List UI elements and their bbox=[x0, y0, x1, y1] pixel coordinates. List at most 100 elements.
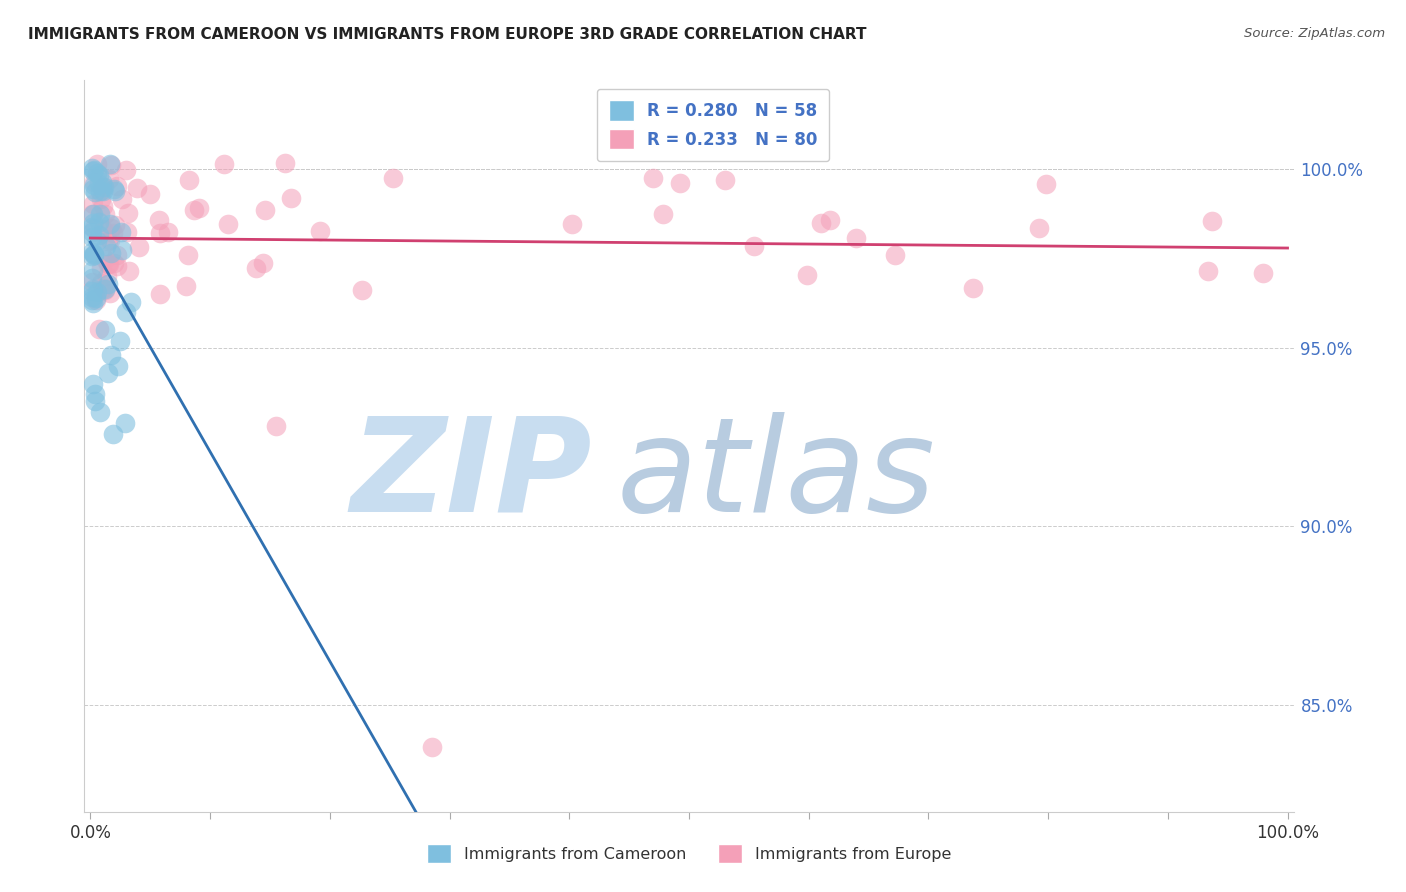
Point bbox=[84, 291, 107, 305]
Point bbox=[845, 231, 868, 245]
Point bbox=[669, 176, 692, 190]
Point bbox=[114, 416, 136, 430]
Point bbox=[80, 225, 103, 239]
Point bbox=[212, 157, 235, 171]
Point bbox=[86, 235, 108, 249]
Point bbox=[80, 284, 103, 298]
Point bbox=[83, 248, 105, 262]
Point bbox=[105, 248, 128, 262]
Point bbox=[82, 282, 104, 296]
Point bbox=[139, 186, 162, 201]
Point bbox=[253, 203, 276, 218]
Point bbox=[86, 157, 108, 171]
Point bbox=[118, 264, 141, 278]
Point bbox=[82, 376, 104, 391]
Point bbox=[89, 405, 111, 419]
Point bbox=[91, 199, 114, 213]
Point bbox=[107, 359, 129, 373]
Point bbox=[82, 293, 104, 307]
Point bbox=[97, 257, 120, 271]
Point bbox=[641, 170, 664, 185]
Point bbox=[114, 305, 136, 319]
Point bbox=[91, 183, 114, 197]
Point bbox=[148, 287, 170, 301]
Point bbox=[177, 248, 200, 262]
Point bbox=[1028, 220, 1050, 235]
Point bbox=[80, 271, 103, 285]
Point bbox=[94, 239, 117, 253]
Point bbox=[264, 419, 287, 434]
Point bbox=[87, 322, 110, 336]
Point bbox=[103, 227, 125, 241]
Point bbox=[82, 216, 104, 230]
Point bbox=[103, 426, 125, 441]
Point bbox=[100, 158, 122, 172]
Point bbox=[148, 213, 170, 227]
Point bbox=[94, 323, 117, 337]
Point bbox=[83, 178, 105, 192]
Point bbox=[179, 173, 201, 187]
Point bbox=[103, 182, 125, 196]
Text: IMMIGRANTS FROM CAMEROON VS IMMIGRANTS FROM EUROPE 3RD GRADE CORRELATION CHART: IMMIGRANTS FROM CAMEROON VS IMMIGRANTS F… bbox=[28, 27, 866, 42]
Point bbox=[80, 249, 103, 263]
Point bbox=[187, 201, 209, 215]
Point bbox=[90, 175, 112, 189]
Point bbox=[105, 179, 128, 194]
Point bbox=[98, 157, 121, 171]
Point bbox=[83, 387, 105, 401]
Point bbox=[111, 244, 134, 258]
Point bbox=[82, 181, 104, 195]
Point bbox=[90, 192, 112, 206]
Point bbox=[100, 246, 122, 260]
Point bbox=[114, 163, 136, 178]
Point bbox=[82, 197, 104, 211]
Point bbox=[80, 275, 103, 289]
Point bbox=[884, 248, 907, 262]
Point bbox=[91, 180, 114, 194]
Point bbox=[91, 222, 114, 236]
Point bbox=[97, 366, 120, 380]
Point bbox=[115, 225, 138, 239]
Point bbox=[97, 171, 120, 186]
Point bbox=[420, 740, 443, 755]
Point bbox=[280, 191, 302, 205]
Point bbox=[217, 218, 239, 232]
Point bbox=[80, 290, 103, 304]
Point bbox=[97, 234, 120, 248]
Point bbox=[381, 171, 404, 186]
Point bbox=[962, 281, 984, 295]
Point bbox=[1035, 178, 1057, 192]
Point bbox=[82, 263, 104, 277]
Point bbox=[90, 261, 112, 276]
Point bbox=[80, 207, 103, 221]
Point bbox=[149, 226, 172, 240]
Point bbox=[796, 268, 818, 282]
Point bbox=[742, 239, 765, 253]
Point bbox=[810, 215, 832, 229]
Point bbox=[94, 282, 117, 296]
Text: ZIP: ZIP bbox=[350, 412, 592, 539]
Point bbox=[1197, 264, 1219, 278]
Point bbox=[89, 168, 111, 182]
Point bbox=[86, 166, 108, 180]
Point bbox=[82, 296, 104, 310]
Point bbox=[100, 221, 122, 235]
Point bbox=[1201, 214, 1223, 228]
Point bbox=[94, 252, 117, 266]
Point bbox=[93, 180, 115, 194]
Text: atlas: atlas bbox=[616, 412, 935, 539]
Point bbox=[94, 283, 117, 297]
Point bbox=[94, 207, 117, 221]
Point bbox=[87, 227, 110, 242]
Point bbox=[245, 260, 267, 275]
Point bbox=[107, 259, 129, 273]
Point bbox=[89, 207, 111, 221]
Point bbox=[274, 155, 297, 169]
Text: Source: ZipAtlas.com: Source: ZipAtlas.com bbox=[1244, 27, 1385, 40]
Point bbox=[80, 229, 103, 244]
Point bbox=[561, 218, 583, 232]
Point bbox=[83, 246, 105, 260]
Point bbox=[818, 212, 841, 227]
Point bbox=[183, 203, 205, 218]
Point bbox=[98, 286, 121, 301]
